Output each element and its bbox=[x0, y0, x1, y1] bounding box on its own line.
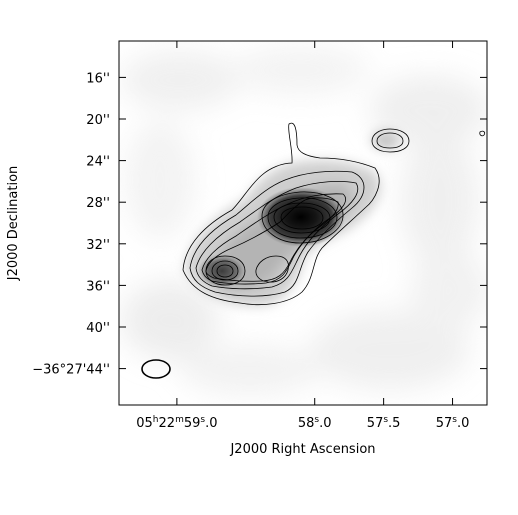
contour-7 bbox=[267, 197, 338, 239]
contour-1 bbox=[182, 122, 380, 306]
core-source bbox=[257, 187, 345, 247]
contour-12 bbox=[216, 264, 234, 278]
y-axis-title: J2000 Declination bbox=[6, 166, 21, 282]
contour-16 bbox=[479, 130, 486, 137]
x-tick-label: 05h22m59s.0 bbox=[136, 415, 217, 431]
x-tick-label: 57s.0 bbox=[436, 415, 470, 431]
y-tick-label: 16'' bbox=[86, 71, 110, 86]
contour-11 bbox=[211, 260, 239, 281]
contour-10 bbox=[205, 255, 246, 286]
y-axis-ticks: 16'' 20'' 24'' 28'' 32'' 36'' 40'' −36°27'44'' bbox=[32, 71, 487, 378]
y-tick-label: 24'' bbox=[86, 155, 110, 170]
contour-5 bbox=[205, 197, 339, 282]
x-tick-label: 58s.0 bbox=[298, 415, 332, 431]
contour-2 bbox=[189, 170, 365, 297]
contour-9 bbox=[280, 206, 324, 230]
x-axis-title: J2000 Right Ascension bbox=[229, 442, 375, 457]
contour-13 bbox=[371, 128, 410, 153]
x-tick-label: 57s.5 bbox=[367, 415, 401, 431]
beam-ellipse bbox=[141, 359, 171, 379]
y-tick-label: 20'' bbox=[86, 113, 110, 128]
x-axis-ticks: 05h22m59s.0 58s.0 57s.5 57s.0 bbox=[136, 41, 469, 431]
y-tick-label: 36'' bbox=[86, 279, 110, 294]
y-tick-label: 28'' bbox=[86, 196, 110, 211]
contour-15 bbox=[255, 255, 289, 283]
plot-frame bbox=[118, 40, 488, 406]
y-tick-label: 32'' bbox=[86, 238, 110, 253]
contour-lines bbox=[182, 122, 486, 306]
contour-6 bbox=[261, 191, 344, 244]
plot-area bbox=[119, 41, 487, 405]
contour-14 bbox=[376, 132, 404, 149]
y-tick-label: 40'' bbox=[86, 321, 110, 336]
background-noise bbox=[120, 45, 487, 395]
y-tick-label: −36°27'44'' bbox=[32, 363, 110, 378]
contour-3 bbox=[195, 181, 359, 290]
contour-8 bbox=[273, 202, 331, 234]
